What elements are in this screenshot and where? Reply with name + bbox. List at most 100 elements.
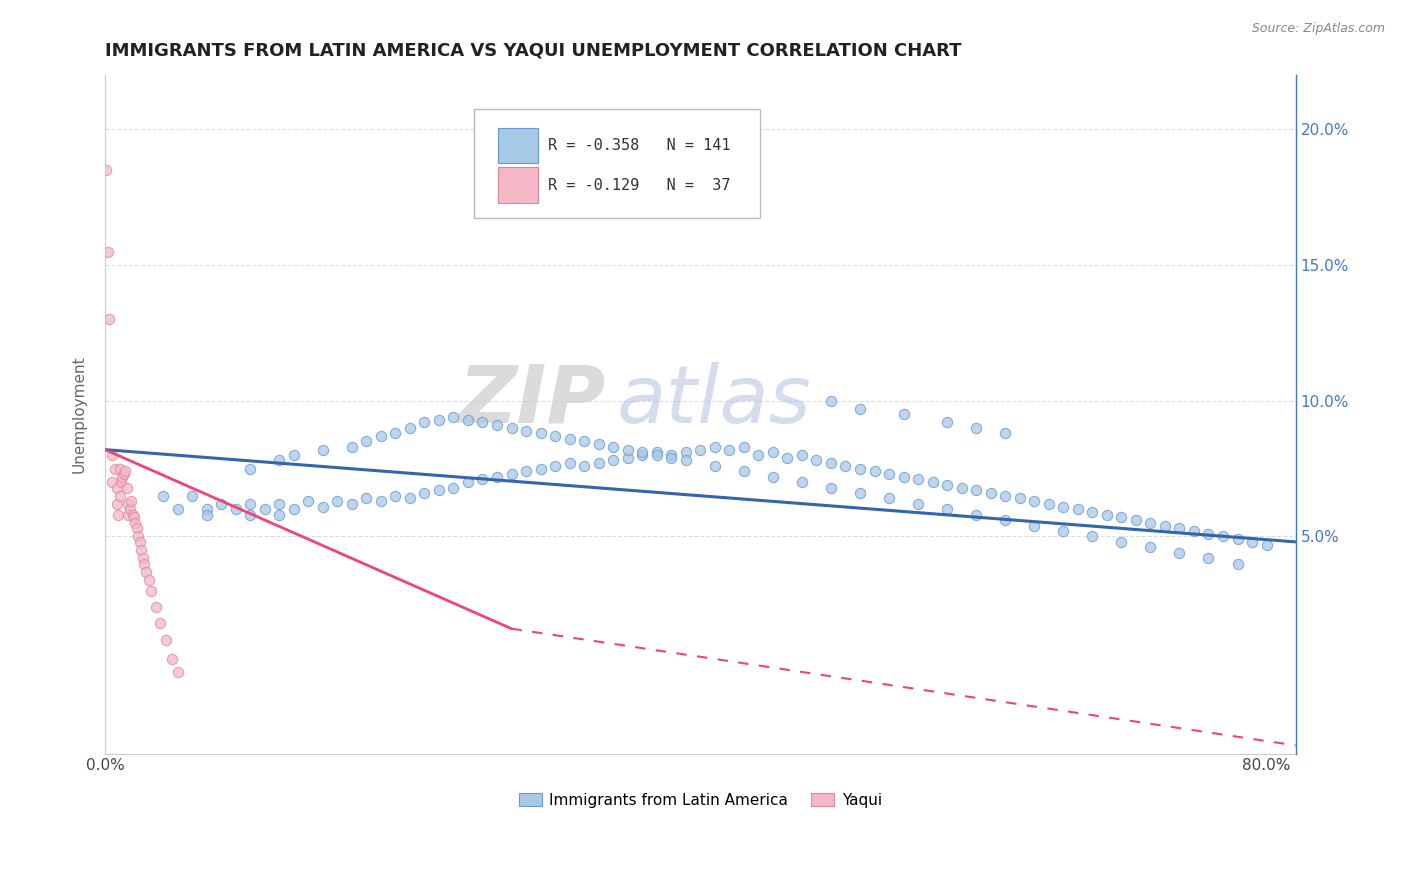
Point [515, 464, 537, 478]
Point [718, 442, 741, 457]
Point [588, 456, 610, 470]
Point [820, 481, 842, 495]
Point [631, 445, 654, 459]
Point [413, 416, 436, 430]
Point [936, 478, 959, 492]
Point [117, 508, 139, 522]
Point [616, 442, 638, 457]
FancyBboxPatch shape [498, 168, 538, 202]
Point [1198, 526, 1220, 541]
Point [936, 502, 959, 516]
Point [733, 464, 755, 478]
FancyBboxPatch shape [498, 128, 538, 163]
Point [602, 453, 624, 467]
Point [356, 491, 378, 506]
Point [645, 445, 668, 459]
Point [965, 483, 987, 498]
Point [863, 464, 886, 478]
Point [675, 453, 697, 467]
Point [312, 500, 335, 514]
Point [340, 440, 363, 454]
Point [443, 481, 465, 495]
Point [1081, 505, 1104, 519]
Point [283, 502, 305, 516]
Point [820, 456, 842, 470]
Point [1081, 529, 1104, 543]
Point [529, 461, 551, 475]
Point [127, 529, 149, 543]
Point [118, 502, 141, 516]
Point [195, 502, 218, 516]
Point [384, 426, 406, 441]
Point [132, 551, 155, 566]
Point [129, 543, 152, 558]
Point [112, 467, 135, 481]
Point [141, 583, 163, 598]
Point [370, 494, 392, 508]
Point [149, 616, 172, 631]
Point [239, 508, 262, 522]
Point [269, 453, 291, 467]
FancyBboxPatch shape [474, 109, 759, 218]
Point [529, 426, 551, 441]
Point [370, 429, 392, 443]
Point [104, 461, 127, 475]
Point [457, 413, 479, 427]
Point [645, 448, 668, 462]
Text: atlas: atlas [617, 362, 811, 440]
Point [675, 445, 697, 459]
Point [877, 491, 900, 506]
Point [703, 458, 725, 473]
Point [849, 461, 872, 475]
Point [1139, 516, 1161, 530]
Point [239, 497, 262, 511]
Point [145, 599, 167, 614]
Point [413, 486, 436, 500]
Point [160, 651, 183, 665]
Point [689, 442, 711, 457]
Point [790, 448, 813, 462]
Point [96, 163, 118, 178]
Point [1038, 497, 1060, 511]
Point [602, 440, 624, 454]
Point [471, 416, 494, 430]
Point [806, 453, 828, 467]
Text: R = -0.358   N = 141: R = -0.358 N = 141 [548, 138, 730, 153]
Point [138, 573, 160, 587]
Point [326, 494, 349, 508]
Point [239, 461, 262, 475]
Point [108, 489, 131, 503]
Point [1198, 551, 1220, 566]
Point [994, 426, 1017, 441]
Point [114, 464, 136, 478]
Point [1226, 557, 1249, 571]
Point [1111, 510, 1133, 524]
Point [659, 448, 682, 462]
Point [107, 508, 129, 522]
Text: Source: ZipAtlas.com: Source: ZipAtlas.com [1251, 22, 1385, 36]
Point [399, 491, 422, 506]
Point [1168, 521, 1191, 535]
Point [762, 445, 785, 459]
Point [124, 516, 146, 530]
Point [747, 448, 769, 462]
Text: R = -0.129   N =  37: R = -0.129 N = 37 [548, 178, 730, 193]
Point [269, 508, 291, 522]
Point [443, 410, 465, 425]
Point [120, 494, 142, 508]
Point [994, 513, 1017, 527]
Point [1226, 532, 1249, 546]
Point [134, 557, 156, 571]
Point [97, 244, 120, 259]
Point [907, 497, 929, 511]
Point [1111, 534, 1133, 549]
Point [195, 508, 218, 522]
Point [1212, 529, 1234, 543]
Point [105, 481, 128, 495]
Point [312, 442, 335, 457]
Point [1052, 500, 1074, 514]
Point [659, 450, 682, 465]
Point [820, 393, 842, 408]
Legend: Immigrants from Latin America, Yaqui: Immigrants from Latin America, Yaqui [513, 787, 889, 814]
Y-axis label: Unemployment: Unemployment [72, 356, 86, 473]
